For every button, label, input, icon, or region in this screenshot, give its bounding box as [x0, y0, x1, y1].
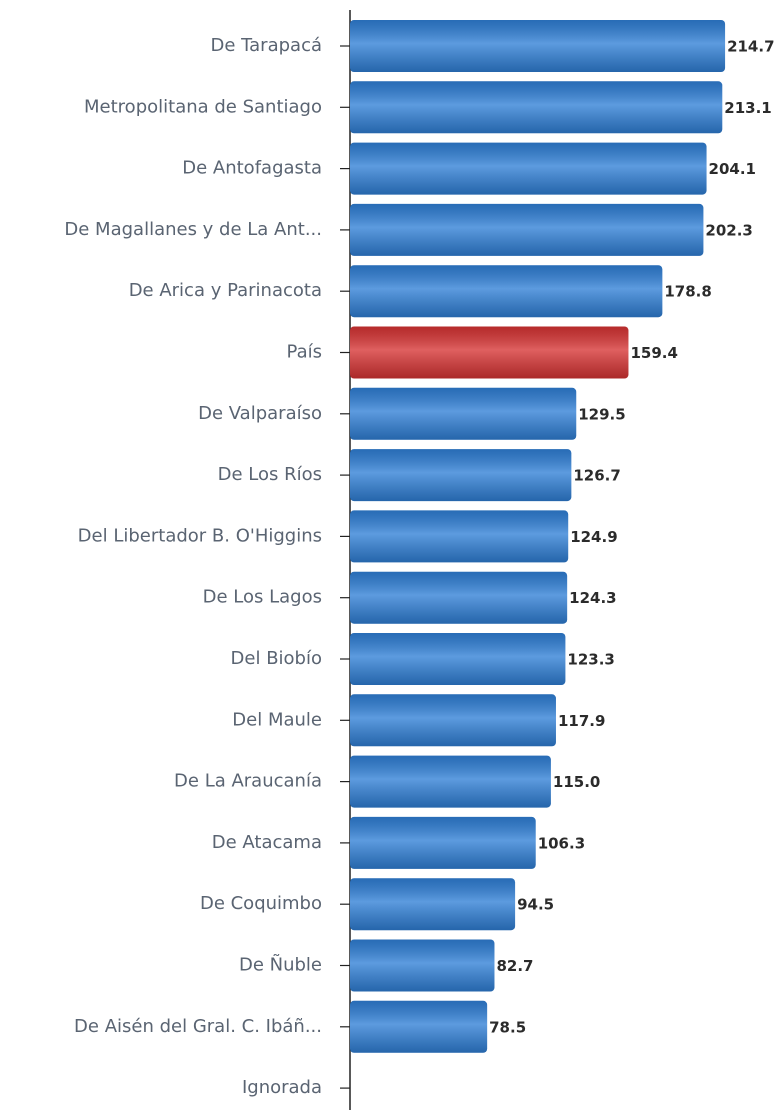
bar-shine	[350, 571, 568, 624]
bar-shine	[350, 939, 495, 992]
value-label: 129.5	[578, 405, 625, 423]
category-label: De Ñuble	[239, 954, 322, 976]
value-label: 123.3	[567, 651, 614, 669]
category-label: Ignorada	[242, 1077, 322, 1098]
bar-shine	[350, 1000, 488, 1053]
value-label: 117.9	[558, 712, 605, 730]
value-label: 159.4	[630, 344, 677, 362]
value-label: 82.7	[496, 957, 533, 975]
bar-shine	[350, 755, 551, 808]
bar-shine	[350, 878, 516, 931]
value-label: 213.1	[724, 99, 771, 117]
value-label: 124.3	[569, 589, 616, 607]
category-label: De Valparaíso	[198, 403, 322, 424]
category-label: De Antofagasta	[182, 158, 322, 179]
value-label: 204.1	[709, 160, 756, 178]
category-label: De Magallanes y de La Ant...	[64, 219, 322, 240]
category-label: De Coquimbo	[200, 893, 322, 914]
value-label: 126.7	[573, 467, 620, 485]
bar-shine	[350, 816, 536, 869]
category-label: De Aisén del Gral. C. Ibáñ...	[74, 1016, 322, 1037]
value-label: 214.7	[727, 38, 774, 56]
bar-shine	[350, 387, 577, 440]
value-label: 202.3	[705, 221, 752, 239]
value-label: 94.5	[517, 896, 554, 914]
category-label: Del Libertador B. O'Higgins	[78, 525, 322, 546]
category-label: País	[287, 342, 322, 363]
category-label: Del Maule	[232, 709, 322, 730]
category-label: De La Araucanía	[174, 771, 322, 792]
bar-shine	[350, 694, 556, 747]
bar-shine	[350, 20, 726, 72]
value-label: 115.0	[553, 773, 600, 791]
bar-shine	[350, 142, 707, 195]
bar-shine	[350, 81, 723, 134]
bar-shine	[350, 265, 663, 318]
value-label: 78.5	[489, 1018, 526, 1036]
category-label: Metropolitana de Santiago	[84, 96, 322, 117]
bar-shine	[350, 203, 704, 256]
category-label: Del Biobío	[231, 648, 322, 669]
bar-shine	[350, 326, 629, 379]
category-label: De Los Ríos	[218, 464, 322, 485]
category-label: De Atacama	[212, 832, 322, 853]
value-label: 106.3	[538, 834, 585, 852]
value-label: 178.8	[664, 283, 711, 301]
bar-shine	[350, 510, 569, 563]
bar-shine	[350, 633, 566, 685]
bar-shine	[350, 449, 572, 502]
category-label: De Los Lagos	[203, 587, 322, 608]
category-label: De Tarapacá	[210, 35, 322, 56]
category-label: De Arica y Parinacota	[129, 280, 322, 301]
value-label: 124.9	[570, 528, 617, 546]
